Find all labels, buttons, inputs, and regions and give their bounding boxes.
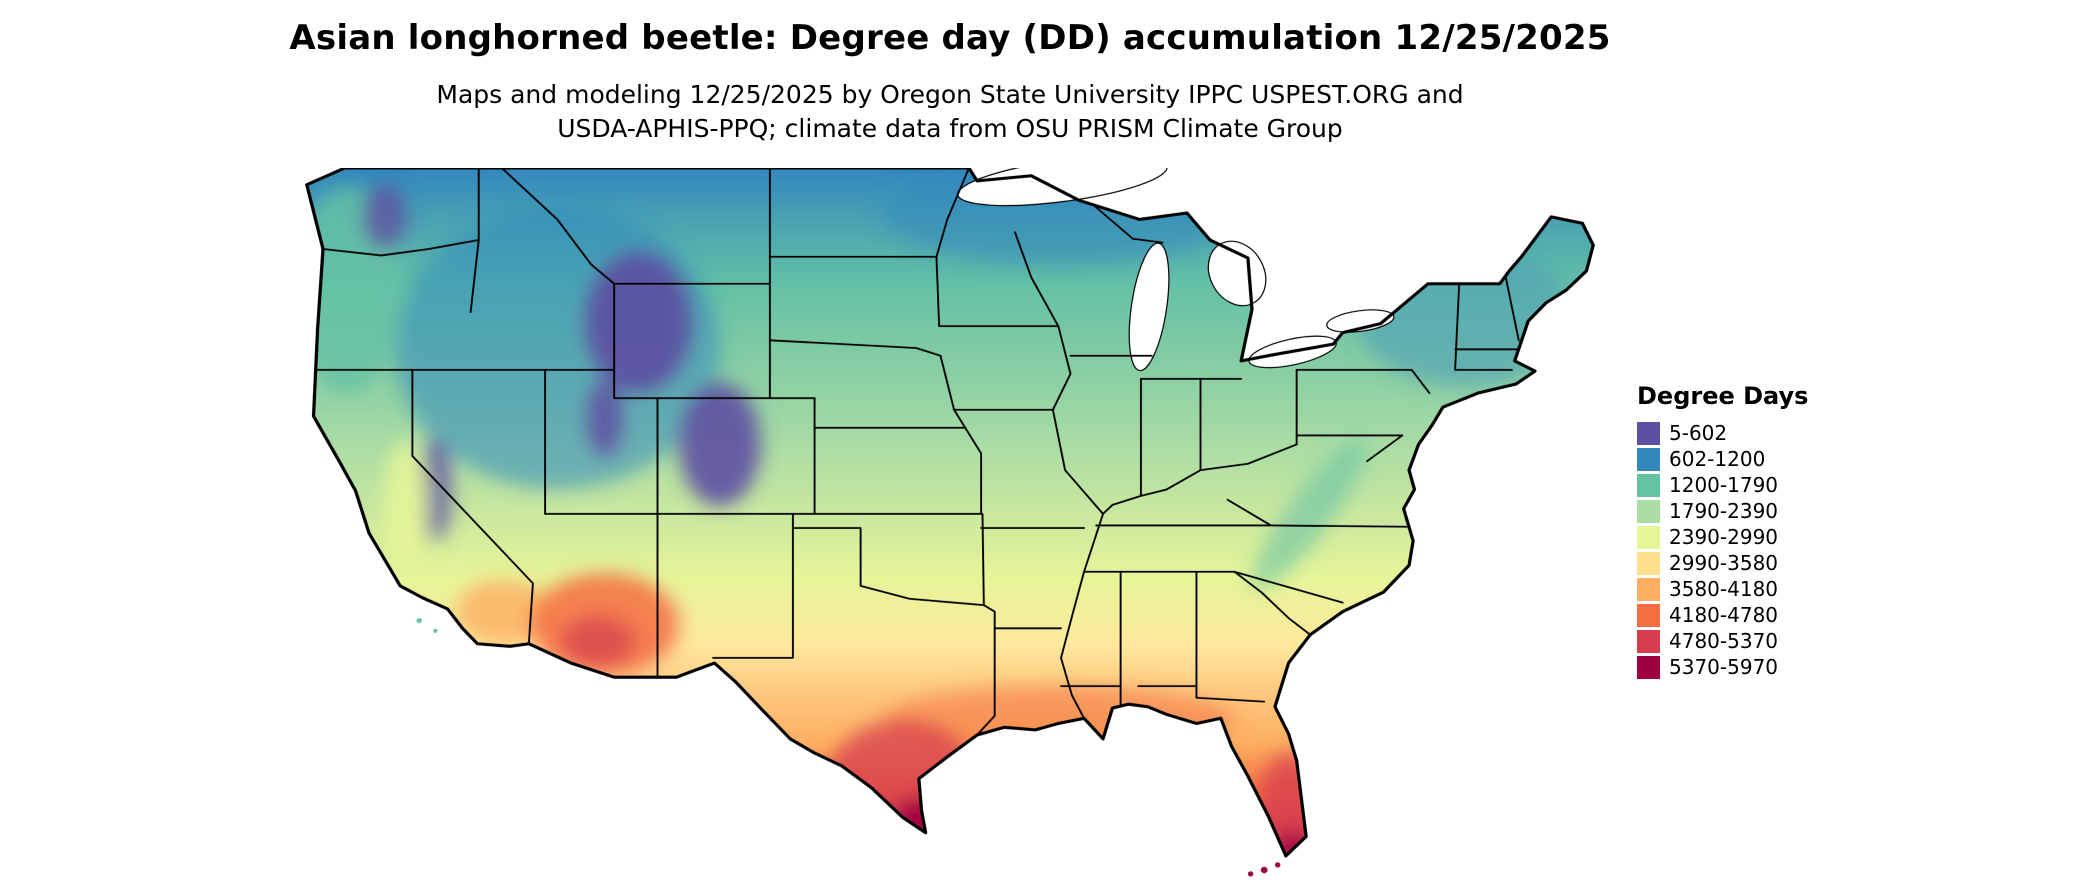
legend-label: 4780-5370	[1669, 629, 1779, 653]
legend-swatch	[1637, 525, 1660, 549]
channel-islands	[416, 618, 438, 633]
map-title: Asian longhorned beetle: Degree day (DD)…	[289, 18, 1611, 58]
legend-swatch	[1637, 551, 1660, 575]
legend-item: 4780-5370	[1637, 628, 1808, 654]
subtitle-line-2: USDA-APHIS-PPQ; climate data from OSU PR…	[557, 114, 1343, 143]
legend-item: 1200-1790	[1637, 472, 1808, 498]
legend-swatch	[1637, 421, 1660, 445]
legend-label: 4180-4780	[1669, 603, 1779, 627]
legend-swatch	[1637, 655, 1660, 679]
legend-swatch	[1637, 577, 1660, 601]
legend-swatch	[1637, 603, 1660, 627]
legend-item: 4180-4780	[1637, 602, 1808, 628]
subtitle-line-1: Maps and modeling 12/25/2025 by Oregon S…	[436, 80, 1464, 109]
legend-label: 2990-3580	[1669, 551, 1779, 575]
legend-title: Degree Days	[1637, 382, 1809, 410]
legend-item: 1790-2390	[1637, 498, 1808, 524]
legend-swatch	[1637, 499, 1660, 523]
legend-item: 3580-4180	[1637, 576, 1808, 602]
state-borders	[316, 168, 1520, 736]
legend-label: 1200-1790	[1669, 473, 1779, 497]
legend-swatch	[1637, 473, 1660, 497]
legend-item: 5-602	[1637, 420, 1808, 446]
legend-label: 1790-2390	[1669, 499, 1779, 523]
legend-label: 2390-2990	[1669, 525, 1779, 549]
us-degree-day-map	[300, 168, 1600, 888]
us-outline	[305, 168, 1595, 858]
legend-swatch	[1637, 447, 1660, 471]
legend-label: 3580-4180	[1669, 577, 1779, 601]
legend-label: 602-1200	[1669, 447, 1766, 471]
legend-swatch	[1637, 629, 1660, 653]
legend-label: 5370-5970	[1669, 655, 1779, 679]
legend-item: 5370-5970	[1637, 654, 1808, 680]
legend-item: 2990-3580	[1637, 550, 1808, 576]
degree-day-raster-layer	[306, 168, 1594, 856]
us-map-svg	[305, 168, 1595, 877]
legend-item: 2390-2990	[1637, 524, 1808, 550]
legend-label: 5-602	[1669, 421, 1728, 445]
legend: Degree Days 5-602 602-1200 1200-1790 179…	[1637, 382, 1808, 680]
legend-item: 602-1200	[1637, 446, 1808, 472]
map-subtitle: Maps and modeling 12/25/2025 by Oregon S…	[0, 78, 1900, 146]
florida-keys	[1247, 862, 1281, 877]
map-header: Asian longhorned beetle: Degree day (DD)…	[0, 18, 1900, 146]
